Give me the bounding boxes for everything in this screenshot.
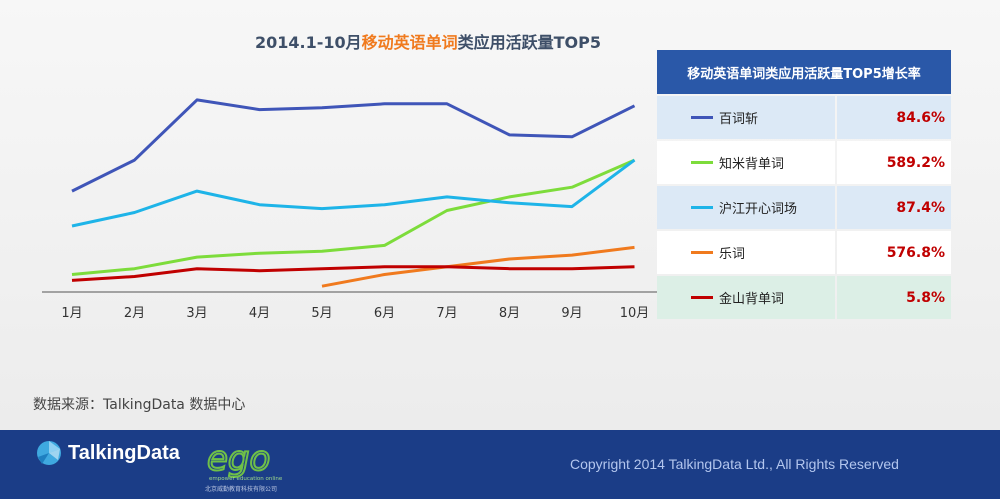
legend-name-cell: 金山背单词 bbox=[657, 276, 835, 319]
legend-header: 移动英语单词类应用活跃量TOP5增长率 bbox=[657, 50, 951, 94]
legend-growth-value: 87.4% bbox=[837, 186, 951, 229]
footer-bar bbox=[0, 430, 1000, 499]
legend-name-cell: 乐词 bbox=[657, 231, 835, 274]
legend-row: 金山背单词 5.8% bbox=[657, 276, 951, 319]
x-tick-label: 9月 bbox=[561, 306, 582, 321]
x-tick-label: 8月 bbox=[499, 306, 520, 321]
legend-growth-value: 589.2% bbox=[837, 141, 951, 184]
source-note: 数据来源：TalkingData 数据中心 bbox=[33, 397, 246, 413]
legend-row: 沪江开心词场 87.4% bbox=[657, 186, 951, 229]
legend-name-cell: 知米背单词 bbox=[657, 141, 835, 184]
legend-growth-value: 5.8% bbox=[837, 276, 951, 319]
legend-name-cell: 百词斩 bbox=[657, 96, 835, 139]
x-tick-label: 7月 bbox=[436, 306, 457, 321]
x-tick-label: 2月 bbox=[124, 306, 145, 321]
legend-growth-value: 576.8% bbox=[837, 231, 951, 274]
x-tick-label: 10月 bbox=[620, 306, 650, 321]
x-tick-label: 4月 bbox=[249, 306, 270, 321]
x-tick-label: 5月 bbox=[311, 306, 332, 321]
copyright-text: Copyright 2014 TalkingData Ltd., All Rig… bbox=[570, 456, 899, 472]
legend-label: 沪江开心词场 bbox=[719, 202, 798, 217]
x-tick-label: 1月 bbox=[61, 306, 82, 321]
legend-row: 乐词 576.8% bbox=[657, 231, 951, 274]
x-tick-label: 3月 bbox=[186, 306, 207, 321]
legend-label: 百词斩 bbox=[719, 112, 759, 127]
legend-swatch bbox=[691, 251, 713, 254]
ego-logo: ego empower education online bbox=[206, 438, 283, 482]
legend-swatch bbox=[691, 206, 713, 209]
talkingdata-icon bbox=[37, 441, 61, 465]
svg-text:ego: ego bbox=[207, 439, 270, 479]
talkingdata-logo: TalkingData bbox=[36, 440, 180, 466]
legend-label: 知米背单词 bbox=[719, 157, 785, 172]
series-line-3 bbox=[71, 158, 636, 228]
series-line-4 bbox=[321, 245, 635, 288]
legend-row: 百词斩 84.6% bbox=[657, 96, 951, 139]
legend-label: 乐词 bbox=[719, 247, 746, 262]
svg-text:empower education online: empower education online bbox=[209, 476, 283, 482]
legend-swatch bbox=[691, 296, 713, 299]
legend-swatch bbox=[691, 161, 713, 164]
legend-label: 金山背单词 bbox=[719, 292, 785, 307]
legend-growth-value: 84.6% bbox=[837, 96, 951, 139]
series-line-2 bbox=[71, 158, 636, 276]
line-chart: 2014.1-10月移动英语单词类应用活跃量TOP5 1月 2月 3月 4月 5月 6月 7… bbox=[42, 33, 658, 321]
legend-row: 知米背单词 589.2% bbox=[657, 141, 951, 184]
talkingdata-brand: TalkingData bbox=[68, 441, 180, 464]
chart-title: 2014.1-10月移动英语单词类应用活跃量TOP5 bbox=[255, 33, 601, 52]
partner-name: 北京威勤教育科技有限公司 bbox=[205, 486, 278, 493]
series-line-5 bbox=[71, 265, 635, 282]
legend-name-cell: 沪江开心词场 bbox=[657, 186, 835, 229]
series-line-1 bbox=[71, 98, 636, 193]
legend-swatch bbox=[691, 116, 713, 119]
x-tick-label: 6月 bbox=[374, 306, 395, 321]
